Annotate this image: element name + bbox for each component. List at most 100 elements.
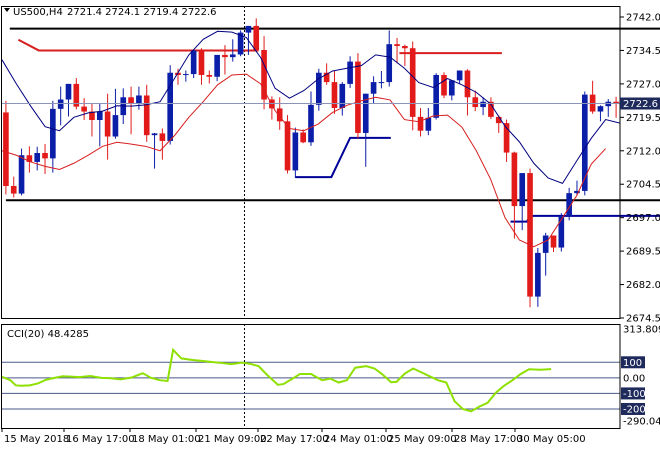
- candle-bull: [308, 104, 314, 143]
- candle-bull: [237, 32, 244, 55]
- candle-bear: [527, 173, 533, 297]
- time-tick-label: 30 May 05:00: [517, 434, 586, 445]
- candle-bear: [511, 152, 518, 207]
- candle-bear: [175, 72, 181, 75]
- candle-bull: [229, 54, 236, 58]
- candle-bear: [613, 101, 619, 104]
- collapse-arrow-icon[interactable]: [4, 8, 10, 12]
- candle-bear: [10, 186, 17, 194]
- candle-bull: [535, 252, 541, 297]
- candle-bear: [409, 48, 416, 117]
- candle-bull: [50, 108, 56, 159]
- price-tick-label: 2712.0: [626, 146, 660, 157]
- price-tick-label: 2742.0: [626, 13, 660, 24]
- candle-bull: [519, 173, 526, 207]
- cci-header: CCI(20) 48.4285: [7, 329, 89, 340]
- time-tick-label: 25 May 09:00: [388, 434, 457, 445]
- cci-level-marker: [621, 387, 645, 400]
- candle-bull: [167, 72, 174, 141]
- cci-tick-label: 313.8092: [623, 325, 660, 336]
- candle-bull: [386, 44, 393, 83]
- candle-bear: [206, 74, 213, 77]
- candle-bull: [581, 94, 588, 191]
- candle-bull: [316, 72, 322, 105]
- candle-bear: [104, 111, 111, 137]
- candle-bull: [448, 80, 455, 96]
- pane-frames: [1, 6, 621, 429]
- candle-bear: [3, 112, 9, 187]
- time-tick-label: 15 May 2018: [4, 434, 69, 445]
- candle-bull: [183, 74, 189, 76]
- candle-bull: [136, 95, 142, 104]
- candle-bear: [488, 101, 494, 117]
- candle-bull: [597, 106, 604, 112]
- symbol-header: US500,H4: [13, 7, 63, 18]
- candle-bull: [57, 99, 64, 109]
- candle-bear: [503, 123, 510, 153]
- candle-bull: [96, 111, 103, 121]
- candle-bull: [292, 132, 299, 171]
- cci-tick-label: -100: [623, 389, 646, 400]
- chart-header: US500,H4 2721.4 2724.1 2719.4 2722.6 CCI…: [4, 7, 217, 340]
- candle-bull: [18, 155, 25, 194]
- candle-bear: [355, 61, 361, 133]
- price-tick-label: 2719.5: [626, 113, 660, 124]
- candle-bull: [456, 70, 463, 81]
- candle-bull: [339, 83, 346, 108]
- candle-bear: [276, 108, 283, 122]
- candle-bear: [394, 44, 400, 46]
- candle-bear: [261, 49, 267, 100]
- moving-averages: [1, 30, 621, 248]
- candle-bear: [128, 97, 134, 104]
- candle-bear: [89, 111, 95, 121]
- candle-bear: [73, 83, 80, 107]
- price-tick-label: 2704.5: [626, 180, 660, 191]
- trend-level: [295, 136, 391, 179]
- price-tick-label: 2689.5: [626, 247, 660, 258]
- cci-pane-frame: [1, 324, 621, 429]
- time-tick-label: 28 May 17:00: [454, 434, 523, 445]
- current-price-marker: [620, 97, 660, 110]
- cci-level-marker: [621, 356, 645, 369]
- candle-bear: [42, 153, 48, 159]
- price-tick-label: 2697.0: [626, 213, 660, 224]
- candle-bull: [433, 74, 439, 118]
- candle-bull: [362, 93, 369, 133]
- candle-bear: [198, 50, 205, 75]
- current-price-label: 2722.6: [623, 99, 658, 110]
- candlestick-series: [3, 18, 619, 308]
- price-tick-label: 2674.5: [626, 314, 660, 325]
- candle-bear: [417, 116, 424, 131]
- candle-bull: [558, 215, 565, 248]
- cci-tick-label: 100: [623, 358, 642, 369]
- candle-bull: [425, 117, 432, 131]
- candle-bear: [284, 121, 291, 171]
- candle-bear: [300, 132, 306, 143]
- candle-bull: [378, 82, 385, 84]
- time-tick-label: 21 May 09:00: [198, 434, 267, 445]
- candle-bull: [574, 190, 580, 194]
- price-tick-label: 2682.0: [626, 280, 660, 291]
- candle-bear: [323, 72, 330, 83]
- candle-bear: [253, 25, 260, 50]
- cci-line: [1, 347, 552, 413]
- price-tick-label: 2734.5: [626, 46, 660, 57]
- candle-bear: [550, 235, 557, 248]
- cci-tick-label: -200: [623, 404, 646, 415]
- cci-tick-label: 0.00: [623, 373, 645, 384]
- candle-bull: [34, 153, 41, 162]
- candle-bear: [472, 97, 479, 108]
- candle-bear: [495, 116, 502, 124]
- cci-tick-label: -290.049: [623, 417, 660, 428]
- candle-bull: [151, 133, 158, 136]
- candle-bull: [542, 235, 549, 253]
- trend-level: [17, 38, 259, 52]
- candle-bull: [347, 61, 353, 84]
- candle-bear: [143, 95, 150, 136]
- candle-bear: [402, 45, 408, 49]
- candle-bull: [245, 25, 252, 33]
- time-tick-label: 18 May 01:00: [132, 434, 201, 445]
- candle-bear: [26, 155, 33, 162]
